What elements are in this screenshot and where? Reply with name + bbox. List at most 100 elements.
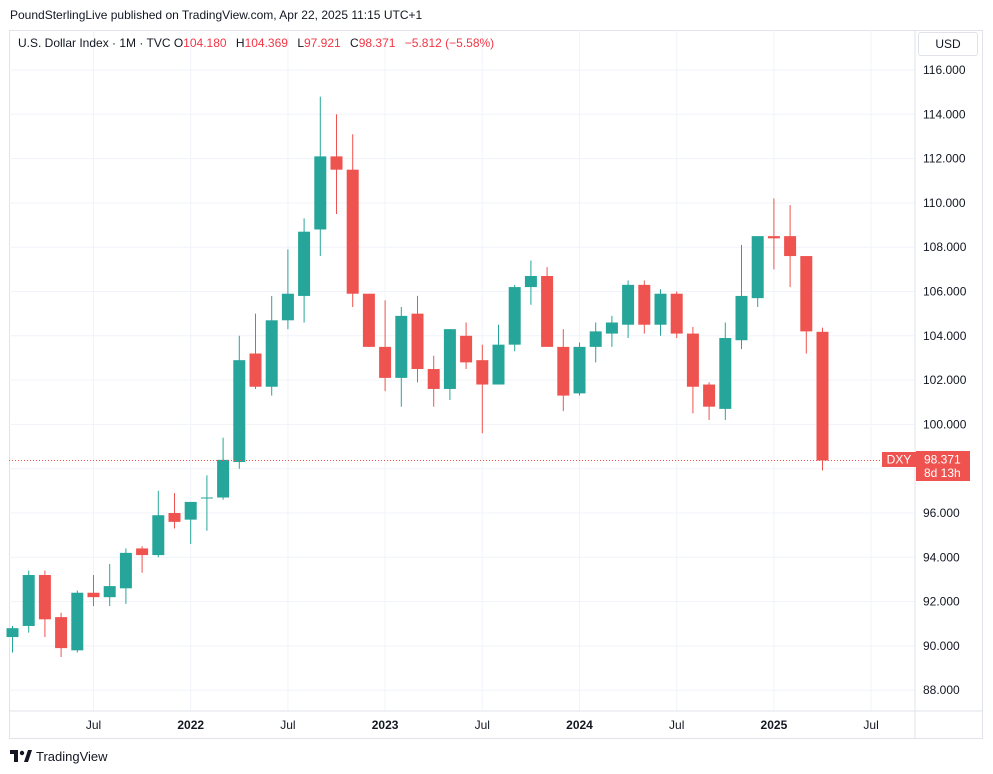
- legend-title: U.S. Dollar Index · 1M · TVC: [18, 36, 171, 50]
- grid-lines: [9, 30, 915, 711]
- candle-up: [217, 437, 230, 500]
- candle-body: [427, 369, 440, 389]
- legend-high-label: H: [235, 36, 245, 50]
- candle-body: [87, 592, 100, 598]
- candle-down: [330, 114, 343, 214]
- candle-down: [427, 355, 440, 407]
- candle-body: [281, 293, 294, 321]
- candle-up: [443, 329, 456, 401]
- candle-up: [22, 570, 35, 633]
- candle-body: [735, 295, 748, 341]
- price-tag-symbol-bg: [882, 452, 916, 467]
- price-tick-label: 100.000: [923, 417, 967, 431]
- candle-down: [379, 300, 392, 392]
- candle-down: [168, 493, 181, 529]
- currency-selector[interactable]: USD: [918, 32, 978, 56]
- candle-up: [298, 218, 311, 323]
- legend-high-value: 104.369: [244, 36, 288, 50]
- candle-body: [217, 459, 230, 498]
- candle-down: [476, 344, 489, 434]
- candle-down: [346, 134, 359, 308]
- candle-body: [200, 497, 213, 499]
- candle-down: [767, 198, 780, 270]
- price-tick-label: 104.000: [923, 329, 967, 343]
- candle-up: [751, 236, 764, 308]
- candle-up: [233, 335, 246, 469]
- candle-up: [71, 590, 84, 653]
- candle-body: [6, 628, 19, 638]
- candle-body: [492, 344, 505, 385]
- candle-down: [686, 326, 699, 414]
- candle-up: [735, 244, 748, 350]
- time-tick-label: 2024: [566, 718, 593, 732]
- candle-up: [719, 322, 732, 420]
- price-tick-label: 116.000: [923, 63, 966, 77]
- candle-up: [605, 315, 618, 347]
- candle-up: [589, 322, 602, 363]
- legend-low-value: 97.921: [304, 36, 341, 50]
- candle-body: [573, 346, 586, 394]
- candle-body: [136, 548, 149, 556]
- candle-body: [265, 320, 278, 387]
- candle-up: [119, 548, 132, 604]
- legend-change: −5.812 (−5.58%): [404, 36, 495, 50]
- price-tag-symbol: DXY: [887, 453, 912, 467]
- candle-down: [784, 205, 797, 288]
- candle-up: [492, 324, 505, 385]
- candle-body: [38, 575, 51, 620]
- price-tag-countdown: 8d 13h: [924, 466, 961, 480]
- candle-body: [298, 231, 311, 296]
- candle-down: [411, 295, 424, 383]
- legend-close-label: C: [350, 36, 359, 50]
- candle-body: [233, 360, 246, 463]
- candle-body: [686, 333, 699, 387]
- time-tick-label: 2022: [177, 718, 204, 732]
- candle-body: [22, 575, 35, 626]
- price-tick-label: 114.000: [923, 107, 966, 121]
- publisher-line: PoundSterlingLive published on TradingVi…: [10, 8, 423, 22]
- candle-down: [362, 293, 375, 347]
- candle-up: [314, 96, 327, 257]
- time-tick-label: Jul: [863, 718, 878, 732]
- candle-body: [184, 501, 197, 520]
- candle-body: [314, 156, 327, 230]
- candle-down: [249, 313, 262, 389]
- candle-body: [638, 284, 651, 325]
- candle-down: [55, 612, 68, 657]
- price-tick-label: 92.000: [923, 595, 960, 609]
- candle-down: [800, 256, 813, 354]
- candle-up: [395, 307, 408, 407]
- time-axis: Jul 2022 Jul 2023 Jul 2024 Jul 2025 Jul: [86, 718, 879, 732]
- legend-low-label: L: [297, 36, 304, 50]
- price-tick-label: 108.000: [923, 240, 967, 254]
- time-tick-label: Jul: [280, 718, 295, 732]
- chart-frame[interactable]: [9, 30, 983, 739]
- price-tick-label: 102.000: [923, 373, 967, 387]
- tradingview-logo-text: TradingView: [36, 749, 108, 764]
- candle-body: [784, 236, 797, 257]
- price-tick-label: 94.000: [923, 550, 960, 564]
- candle-body: [524, 275, 537, 288]
- candle-up: [6, 625, 19, 653]
- candle-body: [719, 338, 732, 409]
- candle-body: [395, 315, 408, 378]
- candle-down: [638, 280, 651, 334]
- price-tick-label: 96.000: [923, 506, 960, 520]
- candle-body: [346, 169, 359, 294]
- candle-up: [622, 280, 635, 339]
- candle-body: [152, 515, 165, 556]
- candle-body: [557, 346, 570, 396]
- candle-down: [703, 382, 716, 420]
- time-tick-label: 2023: [372, 718, 399, 732]
- candle-body: [508, 287, 521, 345]
- tradingview-logo[interactable]: TradingView: [10, 749, 108, 764]
- candle-body: [460, 335, 473, 363]
- candle-up: [281, 249, 294, 330]
- candle-body: [589, 331, 602, 347]
- candle-down: [460, 322, 473, 370]
- candles: [6, 96, 829, 657]
- candle-body: [103, 586, 116, 598]
- price-tick-label: 106.000: [923, 285, 967, 299]
- candle-body: [605, 322, 618, 334]
